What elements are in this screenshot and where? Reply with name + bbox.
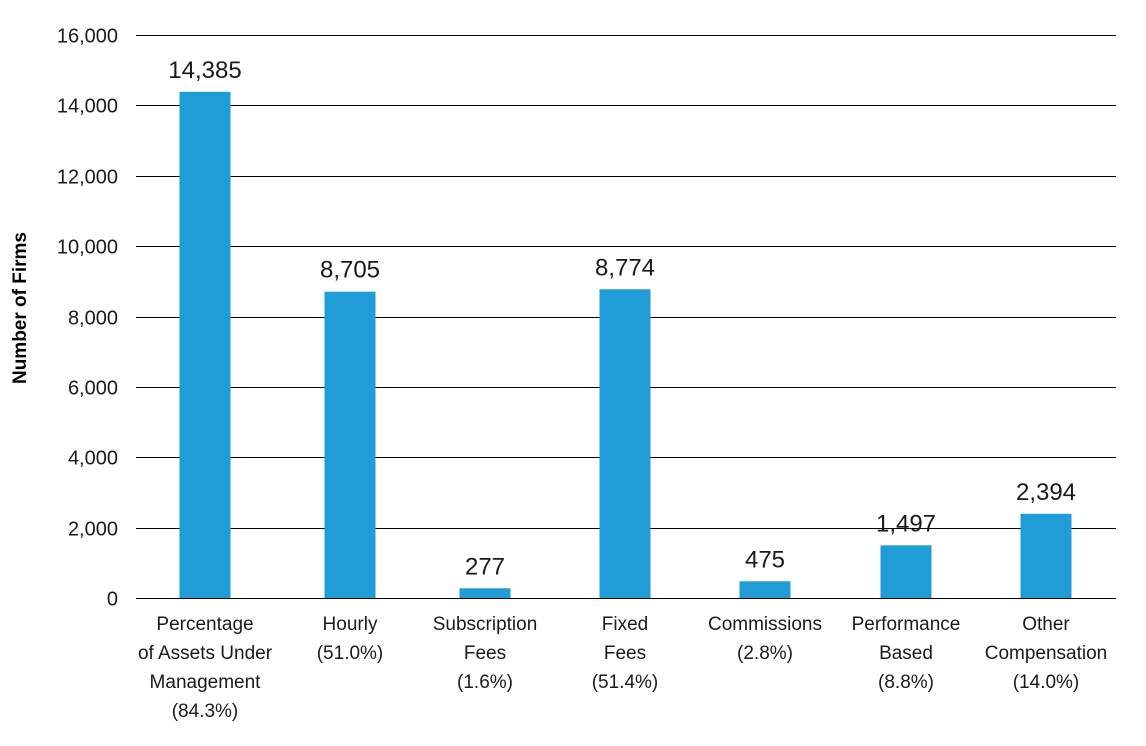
bar bbox=[179, 91, 231, 598]
category-label: Subscription Fees (1.6%) bbox=[433, 614, 538, 693]
bar bbox=[739, 581, 791, 598]
bar bbox=[1020, 513, 1072, 598]
bar bbox=[880, 545, 932, 598]
bar-value-label: 8,705 bbox=[320, 257, 380, 284]
category-label: Hourly (51.0%) bbox=[317, 614, 384, 664]
y-tick-label: 2,000 bbox=[68, 519, 118, 541]
y-tick-label: 12,000 bbox=[57, 167, 118, 189]
category-label: Commissions (2.8%) bbox=[708, 614, 822, 664]
bar-value-label: 277 bbox=[465, 553, 505, 580]
bars bbox=[179, 91, 1072, 598]
bar-value-label: 1,497 bbox=[876, 510, 936, 537]
category-label: Performance Based (8.8%) bbox=[852, 614, 961, 693]
category-label: Fixed Fees (51.4%) bbox=[592, 614, 659, 693]
bar-value-label: 14,385 bbox=[168, 57, 241, 84]
y-tick-label: 4,000 bbox=[68, 448, 118, 470]
bar bbox=[324, 291, 376, 598]
y-tick-label: 10,000 bbox=[57, 237, 118, 259]
y-tick-label: 8,000 bbox=[68, 308, 118, 330]
y-axis-tick-labels: 0 2,000 4,000 6,000 8,000 10,000 12,000 14,000 1… bbox=[57, 26, 118, 611]
bar bbox=[459, 588, 511, 598]
category-label: Other Compensation (14.0%) bbox=[985, 614, 1108, 693]
bar bbox=[599, 289, 651, 598]
value-labels: 14,385 8,705 277 8,774 475 1,497 2,394 bbox=[168, 57, 1076, 580]
y-tick-label: 6,000 bbox=[68, 378, 118, 400]
bar-value-label: 8,774 bbox=[595, 254, 655, 281]
category-label: Percentage of Assets Under Management (84.3… bbox=[138, 614, 273, 722]
category-labels: Percentage of Assets Under Management (84.3… bbox=[138, 614, 1107, 722]
bar-value-label: 2,394 bbox=[1016, 479, 1076, 506]
y-tick-label: 16,000 bbox=[57, 26, 118, 48]
y-tick-label: 0 bbox=[107, 589, 118, 611]
bar-value-label: 475 bbox=[745, 546, 785, 573]
y-tick-label: 14,000 bbox=[57, 96, 118, 118]
y-axis-title: Number of Firms bbox=[10, 232, 31, 384]
